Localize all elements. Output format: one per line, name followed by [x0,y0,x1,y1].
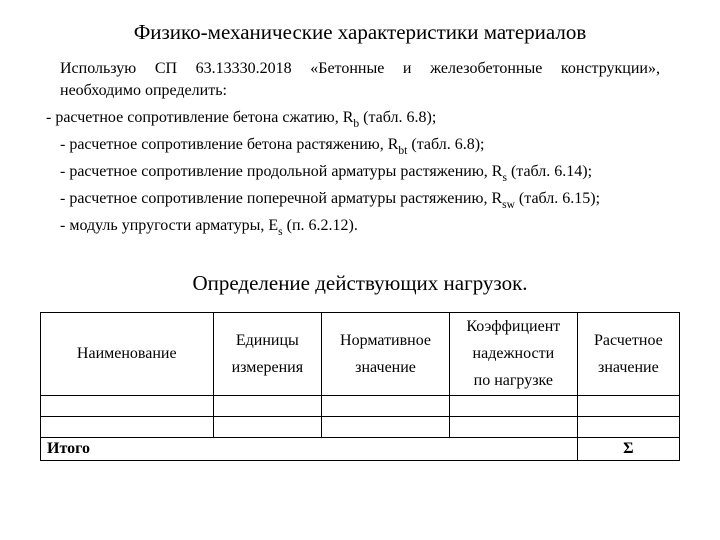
table-foot: Итого Σ [41,437,680,460]
intro-line-1: Использую СП 63.13330.2018 «Бетонные и ж… [60,59,660,80]
item-prefix: - модуль упругости арматуры, E [60,217,278,234]
table-head: Наименование Единицыизмерения Нормативно… [41,312,680,395]
item-suffix: (п. 6.2.12). [283,217,358,234]
item-suffix: (табл. 6.15); [515,190,600,207]
list-item: - модуль упругости арматуры, Es (п. 6.2.… [46,214,680,241]
item-suffix: (табл. 6.8); [407,136,484,153]
col-safety: Коэффициентнадежностипо нагрузке [449,312,577,395]
cell [577,395,679,416]
page-title: Физико-механические характеристики матер… [40,20,680,45]
col-name: Наименование [41,312,214,395]
item-subscript: sw [502,199,515,211]
section-title: Определение действующих нагрузок. [40,271,680,296]
cell [449,395,577,416]
item-prefix: - расчетное сопротивление продольной арм… [60,163,502,180]
table-row [41,416,680,437]
item-subscript: bt [398,145,407,157]
total-sigma: Σ [577,437,679,460]
loads-table: Наименование Единицыизмерения Нормативно… [40,312,680,461]
list-item: - расчетное сопротивление бетона растяже… [46,133,680,160]
item-prefix: - расчетное сопротивление поперечной арм… [60,190,502,207]
table-total-row: Итого Σ [41,437,680,460]
list-item: - расчетное сопротивление поперечной арм… [46,187,680,214]
cell [577,416,679,437]
table-header-row: Наименование Единицыизмерения Нормативно… [41,312,680,395]
cell [322,416,450,437]
item-suffix: (табл. 6.14); [507,163,592,180]
table-row [41,395,680,416]
page: Физико-механические характеристики матер… [0,0,720,540]
cell [322,395,450,416]
total-label: Итого [41,437,578,460]
col-units: Единицыизмерения [213,312,322,395]
item-prefix: - расчетное сопротивление бетона растяже… [60,136,398,153]
col-normative: Нормативноезначение [322,312,450,395]
list-item: - расчетное сопротивление бетона сжатию,… [46,106,680,133]
table-body [41,395,680,437]
cell [449,416,577,437]
intro-line-2: необходимо определить: [60,82,660,100]
item-subscript: s [278,226,282,238]
cell [213,395,322,416]
item-suffix: (табл. 6.8); [359,109,436,126]
list-item: - расчетное сопротивление продольной арм… [46,160,680,187]
cell [41,416,214,437]
definition-list: - расчетное сопротивление бетона сжатию,… [46,106,680,241]
col-design: Расчетноезначение [577,312,679,395]
item-subscript: s [502,172,506,184]
cell [213,416,322,437]
cell [41,395,214,416]
item-prefix: - расчетное сопротивление бетона сжатию,… [46,109,353,126]
item-subscript: b [353,118,359,130]
